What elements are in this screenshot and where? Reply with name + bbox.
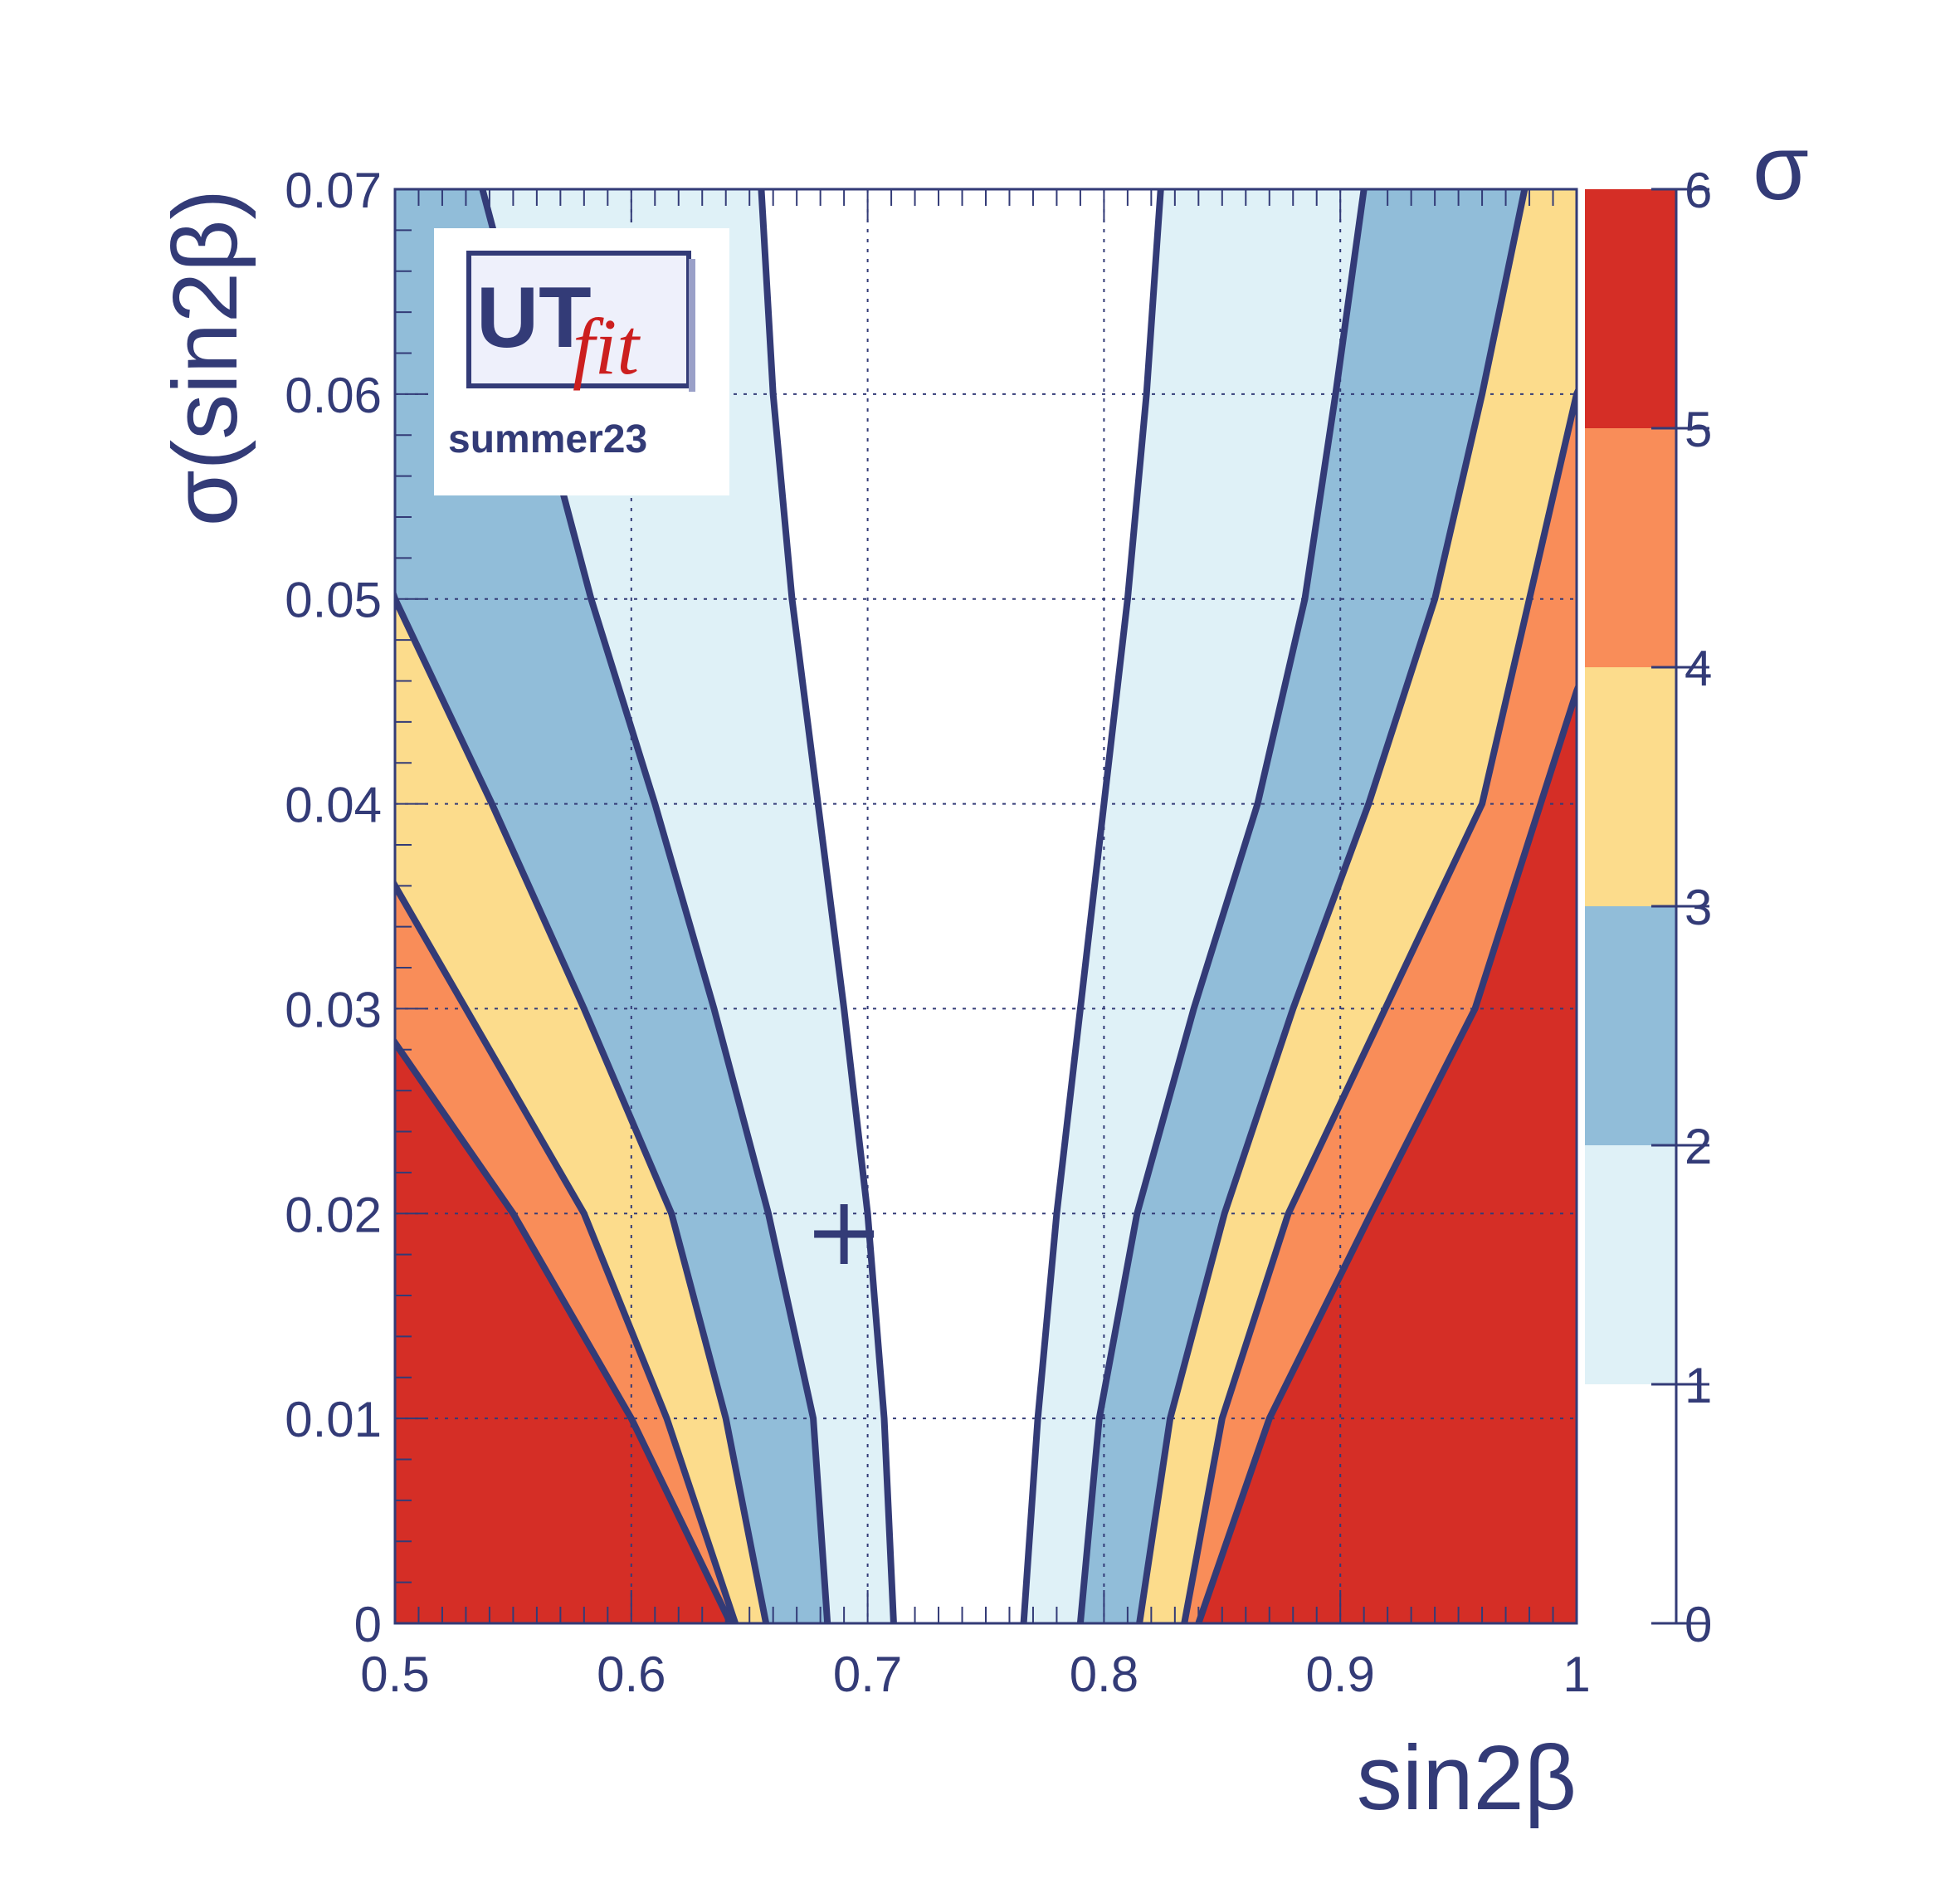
colorbar-title: σ <box>1753 117 1809 219</box>
colorbar-level-4-5 <box>1585 428 1676 667</box>
contour-left-sigma-5 <box>395 1037 734 1623</box>
grid-lines <box>395 189 1577 1623</box>
y-axis-title: σ(sin2β) <box>154 189 256 526</box>
logo-shadow <box>689 259 695 392</box>
y-tick-label-0.05: 0.05 <box>285 573 382 628</box>
contour-right-sigma-3 <box>1136 189 1529 1623</box>
utfit-logo: UT fit summer23 <box>434 228 729 495</box>
colorbar-tick-label-6: 6 <box>1685 163 1712 218</box>
band-right-sigma-5 <box>1198 690 1577 1623</box>
center-marker <box>814 1203 875 1264</box>
y-tick-label-0: 0 <box>354 1597 382 1652</box>
colorbar-tick-label-1: 1 <box>1685 1358 1712 1413</box>
y-tick-label-0.02: 0.02 <box>285 1187 382 1242</box>
y-tick-label-0.07: 0.07 <box>285 163 382 218</box>
contour-left-sigma-1 <box>758 189 897 1623</box>
contour-left-sigma-3 <box>395 588 770 1623</box>
y-tick-label-0.06: 0.06 <box>285 368 382 423</box>
colorbar-tick-label-2: 2 <box>1685 1119 1712 1174</box>
x-tick-label-1: 1 <box>1563 1647 1590 1702</box>
band-left-sigma-5 <box>395 1042 731 1623</box>
x-tick-label-0.9: 0.9 <box>1305 1647 1374 1702</box>
contour-right-sigma-5 <box>1195 681 1577 1623</box>
contour-right-sigma-4 <box>1181 386 1577 1623</box>
y-tick-labels: 0 0.01 0.02 0.03 0.04 0.05 0.06 0.07 <box>285 163 382 1652</box>
logo-subtitle: summer23 <box>448 417 647 461</box>
y-tick-label-0.04: 0.04 <box>285 778 382 833</box>
colorbar-tick-label-5: 5 <box>1685 402 1712 457</box>
colorbar-level-5-6 <box>1585 189 1676 428</box>
colorbar: 0 1 2 3 4 5 6 <box>1585 163 1712 1652</box>
x-tick-labels: 0.5 0.6 0.7 0.8 0.9 1 <box>360 1647 1590 1702</box>
axis-ticks <box>394 188 1577 1624</box>
logo-italic-text: fit <box>573 302 641 391</box>
contour-bands <box>395 189 1577 1623</box>
x-axis-title: sin2β <box>1357 1727 1577 1829</box>
y-tick-label-0.01: 0.01 <box>285 1392 382 1447</box>
y-tick-label-0.03: 0.03 <box>285 982 382 1037</box>
colorbar-tick-label-3: 3 <box>1685 880 1712 935</box>
contour-right-sigma-1 <box>1020 189 1164 1623</box>
colorbar-tick-label-4: 4 <box>1685 641 1712 696</box>
x-tick-label-0.6: 0.6 <box>597 1647 666 1702</box>
contour-lines <box>395 189 1577 1623</box>
colorbar-level-2-3 <box>1585 906 1676 1145</box>
colorbar-tick-label-0: 0 <box>1685 1597 1712 1652</box>
logo-main-text: UT <box>476 270 592 366</box>
colorbar-level-1-2 <box>1585 1145 1676 1384</box>
contour-left-sigma-4 <box>395 879 739 1623</box>
x-tick-label-0.7: 0.7 <box>833 1647 902 1702</box>
x-tick-label-0.5: 0.5 <box>360 1647 429 1702</box>
x-tick-label-0.8: 0.8 <box>1070 1647 1138 1702</box>
contour-right-sigma-2 <box>1076 189 1368 1623</box>
colorbar-level-0-1 <box>1585 1384 1676 1623</box>
colorbar-level-3-4 <box>1585 667 1676 906</box>
